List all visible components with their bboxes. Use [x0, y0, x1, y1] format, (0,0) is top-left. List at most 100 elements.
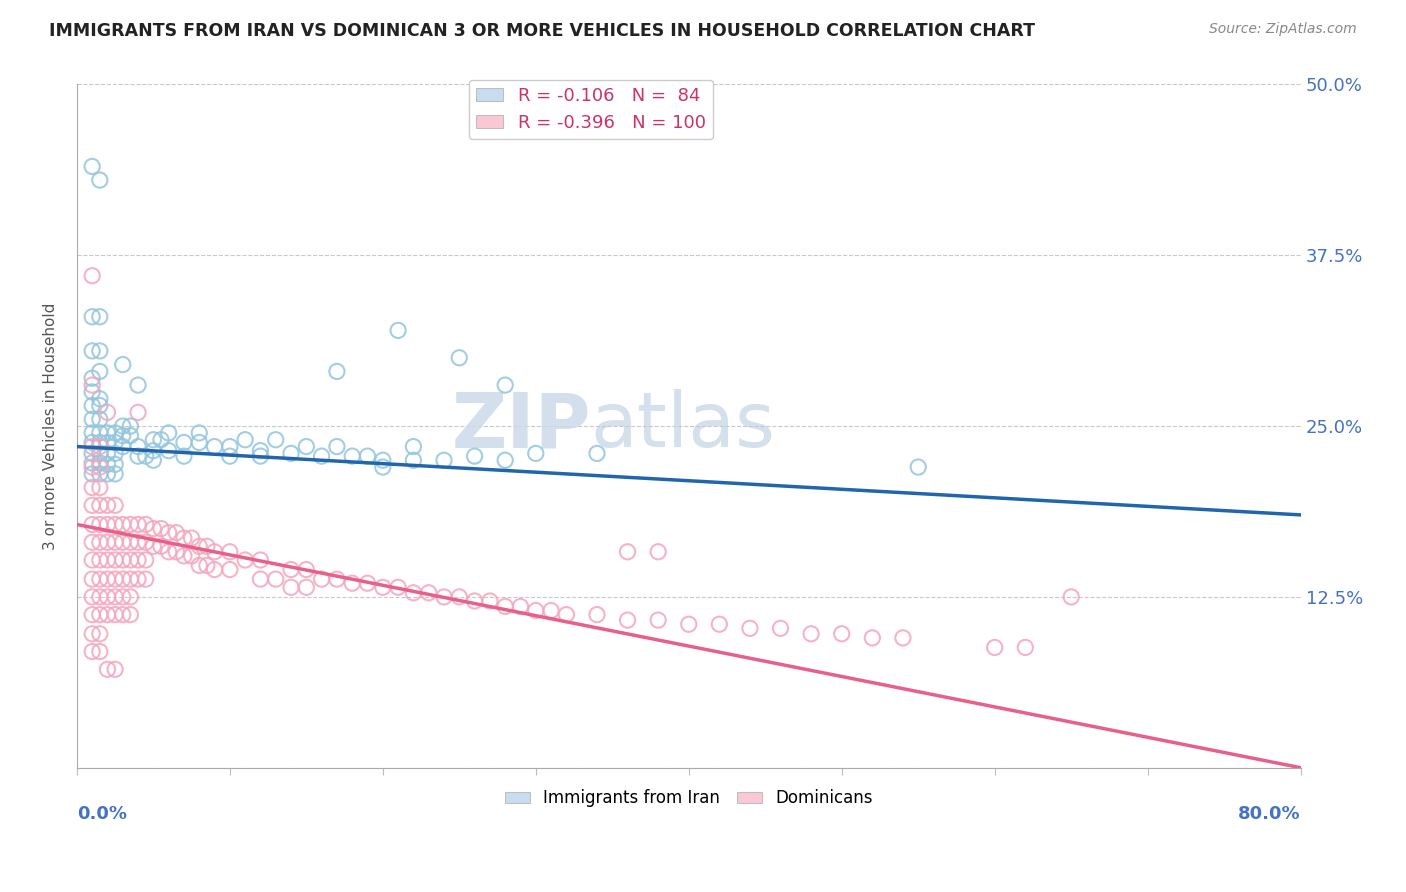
Point — [173, 449, 195, 463]
Point — [157, 545, 180, 559]
Point — [218, 449, 240, 463]
Point — [165, 525, 187, 540]
Point — [1014, 640, 1036, 655]
Point — [524, 446, 547, 460]
Point — [89, 435, 111, 450]
Point — [82, 590, 104, 604]
Point — [311, 572, 333, 586]
Point — [402, 586, 425, 600]
Point — [180, 549, 202, 563]
Point — [135, 553, 157, 567]
Point — [96, 425, 118, 440]
Point — [89, 173, 111, 187]
Point — [82, 553, 104, 567]
Point — [264, 572, 287, 586]
Point — [89, 460, 111, 475]
Point — [89, 644, 111, 658]
Point — [157, 425, 180, 440]
Point — [586, 446, 609, 460]
Point — [188, 435, 211, 450]
Point — [157, 525, 180, 540]
Point — [104, 572, 127, 586]
Point — [264, 433, 287, 447]
Point — [204, 440, 226, 454]
Point — [82, 378, 104, 392]
Point — [135, 572, 157, 586]
Point — [120, 572, 142, 586]
Point — [464, 594, 486, 608]
Point — [150, 433, 173, 447]
Point — [371, 453, 394, 467]
Point — [165, 545, 187, 559]
Point — [249, 553, 271, 567]
Point — [104, 662, 127, 676]
Point — [82, 268, 104, 283]
Point — [111, 553, 134, 567]
Point — [371, 460, 394, 475]
Point — [678, 617, 700, 632]
Point — [104, 607, 127, 622]
Point — [120, 535, 142, 549]
Point — [104, 590, 127, 604]
Point — [402, 453, 425, 467]
Point — [524, 603, 547, 617]
Point — [647, 613, 669, 627]
Point — [135, 535, 157, 549]
Point — [82, 607, 104, 622]
Text: 0.0%: 0.0% — [77, 805, 127, 823]
Point — [173, 531, 195, 545]
Point — [127, 378, 149, 392]
Point — [111, 428, 134, 442]
Point — [89, 607, 111, 622]
Point — [89, 446, 111, 460]
Point — [89, 440, 111, 454]
Point — [616, 613, 638, 627]
Point — [104, 553, 127, 567]
Point — [616, 545, 638, 559]
Point — [280, 563, 302, 577]
Point — [82, 644, 104, 658]
Point — [89, 535, 111, 549]
Point — [89, 343, 111, 358]
Point — [82, 399, 104, 413]
Text: Source: ZipAtlas.com: Source: ZipAtlas.com — [1209, 22, 1357, 37]
Point — [104, 458, 127, 472]
Point — [89, 553, 111, 567]
Point — [96, 607, 118, 622]
Point — [494, 378, 516, 392]
Point — [96, 446, 118, 460]
Point — [464, 449, 486, 463]
Point — [89, 627, 111, 641]
Point — [96, 435, 118, 450]
Point — [135, 449, 157, 463]
Point — [311, 449, 333, 463]
Point — [96, 517, 118, 532]
Point — [449, 590, 471, 604]
Point — [89, 481, 111, 495]
Legend: Immigrants from Iran, Dominicans: Immigrants from Iran, Dominicans — [498, 782, 879, 814]
Point — [218, 545, 240, 559]
Point — [104, 435, 127, 450]
Text: 80.0%: 80.0% — [1239, 805, 1301, 823]
Point — [82, 517, 104, 532]
Point — [82, 467, 104, 481]
Point — [418, 586, 440, 600]
Point — [89, 392, 111, 406]
Point — [326, 440, 349, 454]
Point — [326, 572, 349, 586]
Point — [249, 572, 271, 586]
Point — [387, 323, 409, 337]
Point — [356, 576, 378, 591]
Point — [96, 499, 118, 513]
Point — [540, 603, 562, 617]
Point — [127, 572, 149, 586]
Point — [433, 453, 456, 467]
Point — [295, 580, 318, 594]
Point — [709, 617, 731, 632]
Point — [111, 607, 134, 622]
Point — [509, 599, 531, 614]
Point — [800, 627, 823, 641]
Y-axis label: 3 or more Vehicles in Household: 3 or more Vehicles in Household — [44, 302, 58, 549]
Point — [89, 467, 111, 481]
Point — [82, 425, 104, 440]
